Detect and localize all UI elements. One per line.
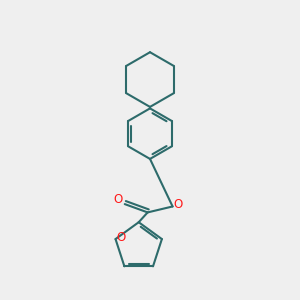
Text: O: O bbox=[114, 193, 123, 206]
Text: O: O bbox=[117, 231, 126, 244]
Text: O: O bbox=[173, 198, 183, 211]
